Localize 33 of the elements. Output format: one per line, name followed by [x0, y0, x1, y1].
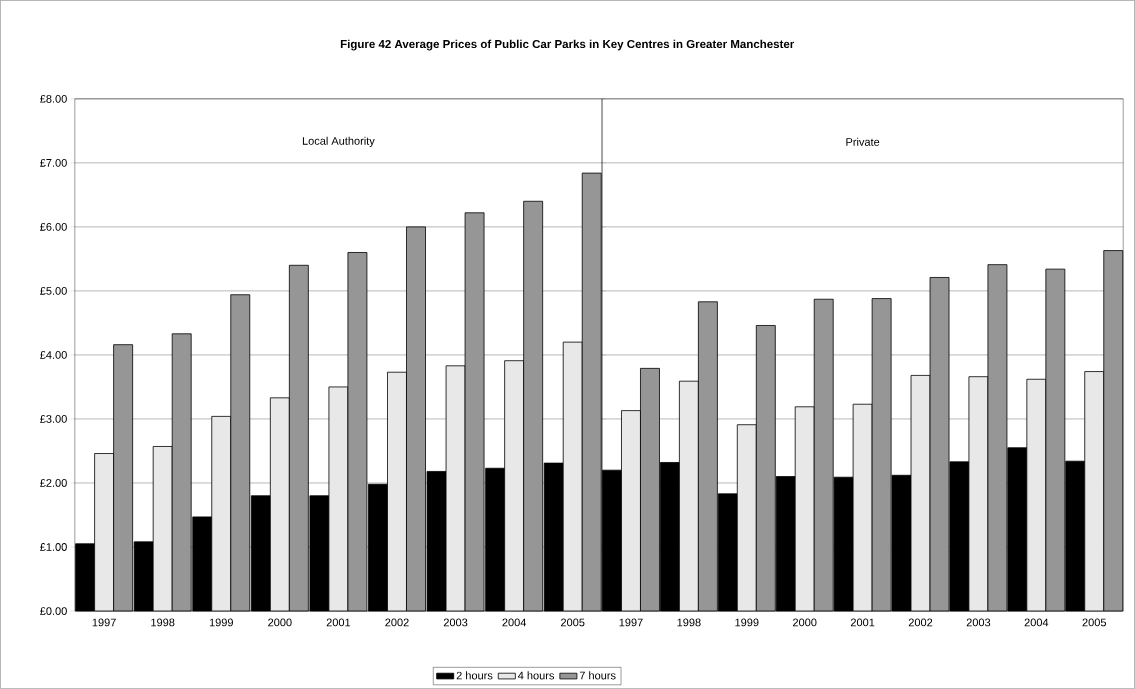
x-tick-label: 1997 [619, 618, 643, 627]
y-tick-label: £6.00 [40, 223, 67, 231]
y-tick-label: £5.00 [40, 287, 67, 295]
x-tick-label: 2000 [793, 618, 817, 627]
y-tick-label: £4.00 [40, 351, 67, 359]
x-tick-label: 1998 [151, 618, 175, 627]
x-tick-label: 1997 [92, 618, 116, 627]
text: Local Authority [302, 136, 375, 148]
x-tick-label: 2001 [326, 618, 351, 627]
y-tick-label: £1.00 [40, 543, 67, 551]
x-tick-label: 2002 [908, 618, 933, 627]
y-tick-label: £8.00 [40, 95, 67, 103]
x-tick-label: 2005 [1082, 618, 1107, 627]
x-tick-label: 1999 [209, 618, 233, 627]
x-tick-label: 2004 [502, 618, 527, 627]
y-tick-label: £0.00 [40, 607, 67, 615]
x-tick-label: 1998 [677, 618, 701, 627]
legend-label: 4 hours [517, 671, 555, 680]
x-tick-label: 2001 [850, 618, 875, 627]
x-tick-label: 2003 [966, 618, 991, 627]
chart-title: Figure 42 Average Prices of Public Car Parks in Key Centres in Greater Manchester [340, 39, 795, 51]
legend-label: 2 hours [456, 671, 493, 680]
x-tick-label: 1999 [735, 618, 759, 627]
x-tick-label: 2004 [1024, 618, 1049, 627]
y-tick-label: £2.00 [40, 479, 67, 487]
text: Private [846, 137, 880, 146]
x-tick-label: 2000 [268, 618, 292, 627]
y-tick-label: £3.00 [40, 415, 67, 423]
legend-label: 7 hours [579, 671, 616, 680]
x-tick-label: 2003 [443, 618, 468, 627]
x-tick-label: 2002 [385, 618, 409, 627]
y-tick-label: £7.00 [40, 159, 67, 167]
x-tick-label: 2005 [561, 618, 585, 627]
